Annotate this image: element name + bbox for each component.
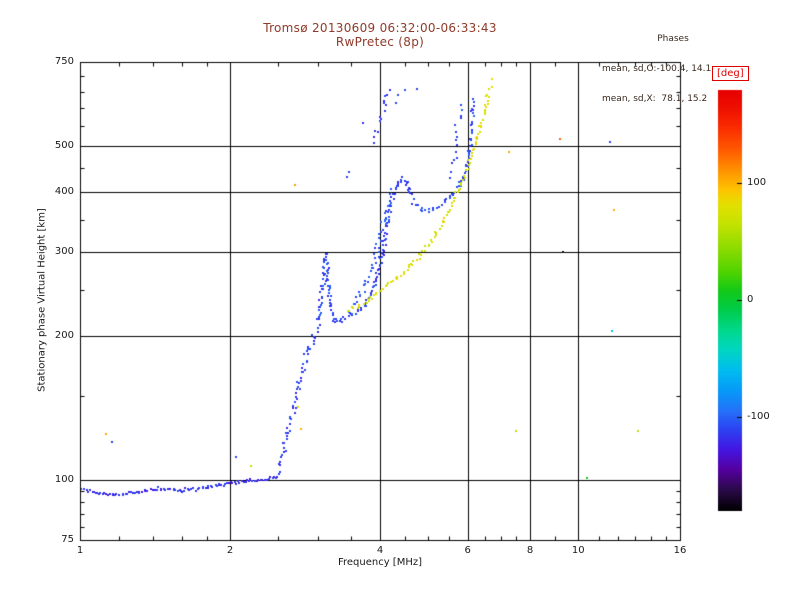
y-tick-label: 200 <box>54 330 74 342</box>
colorbar-tick-label: 0 <box>747 294 754 305</box>
colorbar-unit-label: [deg] <box>712 66 749 81</box>
phase-stats-heading: Phases <box>657 34 689 44</box>
y-tick-label: 500 <box>54 140 74 152</box>
plot-title: Tromsø 20130609 06:32:00-06:33:43 <box>263 21 497 35</box>
phase-stats: Phases mean, sd,O:-100.4, 14.1 mean, sd,… <box>602 14 744 124</box>
y-tick-label: 750 <box>54 56 74 67</box>
x-tick-label: 2 <box>226 545 234 556</box>
y-tick-label: 400 <box>54 186 74 198</box>
y-tick-label: 300 <box>54 246 74 258</box>
x-tick-label: 4 <box>376 545 384 556</box>
x-tick-label: 8 <box>526 545 534 556</box>
colorbar-tick-label: 100 <box>747 177 767 189</box>
plot-subtitle: RwPretec (8p) <box>335 35 425 49</box>
y-tick-label: 75 <box>61 534 74 545</box>
y-axis-label: Stationary phase Virtual Height [km] <box>36 208 48 392</box>
phase-stats-x-mode: mean, sd,X: 78.1, 15.2 <box>602 94 708 104</box>
y-tick-label: 100 <box>54 474 74 486</box>
x-tick-label: 1 <box>76 545 84 556</box>
phase-stats-o-mode: mean, sd,O:-100.4, 14.1 <box>602 64 712 74</box>
x-tick-label: 10 <box>571 545 585 556</box>
colorbar-tick-label: -100 <box>747 410 770 422</box>
x-tick-label: 16 <box>673 545 687 556</box>
x-axis-label: Frequency [MHz] <box>337 557 423 568</box>
x-tick-label: 6 <box>464 545 471 556</box>
